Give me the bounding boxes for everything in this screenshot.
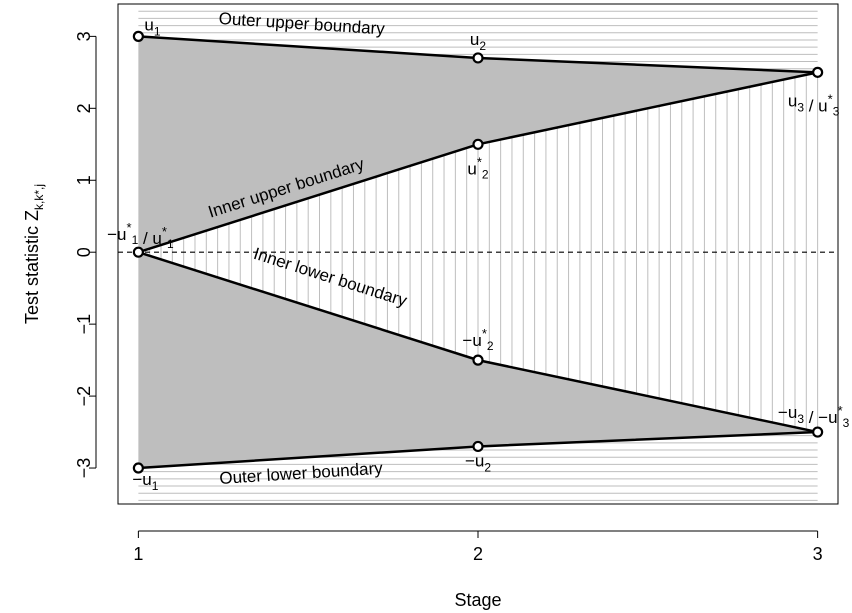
label-neg-u1: −u1: [132, 470, 158, 493]
y-tick-label: −1: [74, 314, 94, 335]
label-origin-part: *: [162, 224, 167, 239]
label-u2: u2: [470, 30, 486, 53]
y-tick-label: −2: [74, 386, 94, 407]
y-axis-title: Test statistic Zk,k*,j: [22, 184, 46, 324]
label-neg-u2-part: 2: [484, 460, 491, 474]
label-u1: u1: [144, 15, 160, 38]
label-u1-part: 1: [154, 24, 161, 38]
label-origin-part: 1: [132, 233, 139, 247]
label-neg-u1-part: −u: [132, 470, 151, 489]
label-neg-u2-star-part: 2: [487, 339, 494, 353]
boundary-point: [472, 440, 484, 453]
boundary-point: [812, 66, 824, 78]
outer-upper-boundary-label: Outer upper boundary: [218, 9, 386, 39]
label-u2-part: 2: [479, 39, 486, 53]
label-u2-star-part: 2: [482, 167, 489, 181]
label-neg-u1-part: 1: [152, 479, 159, 493]
label-u2-star-part: u: [467, 159, 476, 178]
label-origin-part: *: [127, 220, 132, 235]
y-tick-label: −3: [74, 458, 94, 479]
label-u1-part: u: [144, 15, 153, 34]
label-neg-u3: −u3 / −u*3: [778, 403, 850, 430]
y-tick-label: 0: [74, 247, 94, 257]
label-neg-u2-star: −u*2: [462, 326, 493, 353]
y-tick-label: 2: [74, 103, 94, 113]
label-neg-u2-star-part: *: [482, 326, 487, 341]
label-neg-u3-part: 3: [797, 412, 804, 426]
boundary-point: [812, 426, 824, 438]
plot-area: [118, 4, 838, 501]
outer-lower-boundary-label: Outer lower boundary: [219, 459, 384, 488]
boundary-point: [472, 354, 484, 366]
label-u3-part: 3: [833, 104, 840, 118]
y-axis-title-main: Test statistic Z: [22, 210, 42, 324]
x-tick-label: 1: [133, 544, 143, 564]
y-axis-title-subscript: k,k*,j: [32, 184, 46, 210]
label-neg-u3-part: *: [838, 403, 843, 418]
label-u3: u3 / u*3: [788, 91, 840, 118]
boundary-point: [132, 462, 144, 474]
label-u2-star-part: *: [477, 154, 482, 169]
label-neg-u3-part: / −u: [804, 408, 838, 427]
x-tick-label: 2: [473, 544, 483, 564]
label-u2-part: u: [470, 30, 479, 49]
label-neg-u2-part: −u: [465, 451, 484, 470]
y-tick-label: 3: [74, 31, 94, 41]
plot-frame: [117, 3, 839, 505]
label-u3-part: / u: [804, 96, 828, 115]
y-tick-label: 1: [74, 175, 94, 185]
label-u3-part: 3: [797, 100, 804, 114]
x-axis-title: Stage: [454, 590, 501, 610]
boundary-point: [132, 246, 144, 258]
label-neg-u2: −u2: [465, 451, 491, 474]
label-u3-part: *: [828, 91, 833, 106]
label-u2-star: u*2: [467, 154, 489, 181]
x-tick-label: 3: [813, 544, 823, 564]
boundary-point: [472, 52, 484, 64]
label-u3-part: u: [788, 91, 797, 110]
label-neg-u3-part: 3: [843, 416, 850, 430]
boundary-point: [132, 30, 144, 42]
label-origin-part: 1: [167, 237, 174, 251]
boundary-point: [472, 138, 484, 150]
label-origin-part: −u: [107, 225, 126, 244]
label-neg-u2-star-part: −u: [462, 331, 481, 350]
axes: 1 2 3 −3 −2 −1 0 1 2 3 Stage Test statistic Zk,k*,j: [22, 3, 839, 610]
label-neg-u3-part: −u: [778, 403, 797, 422]
label-origin: −u*1 / u*1: [107, 220, 174, 251]
label-origin-part: / u: [138, 229, 162, 248]
